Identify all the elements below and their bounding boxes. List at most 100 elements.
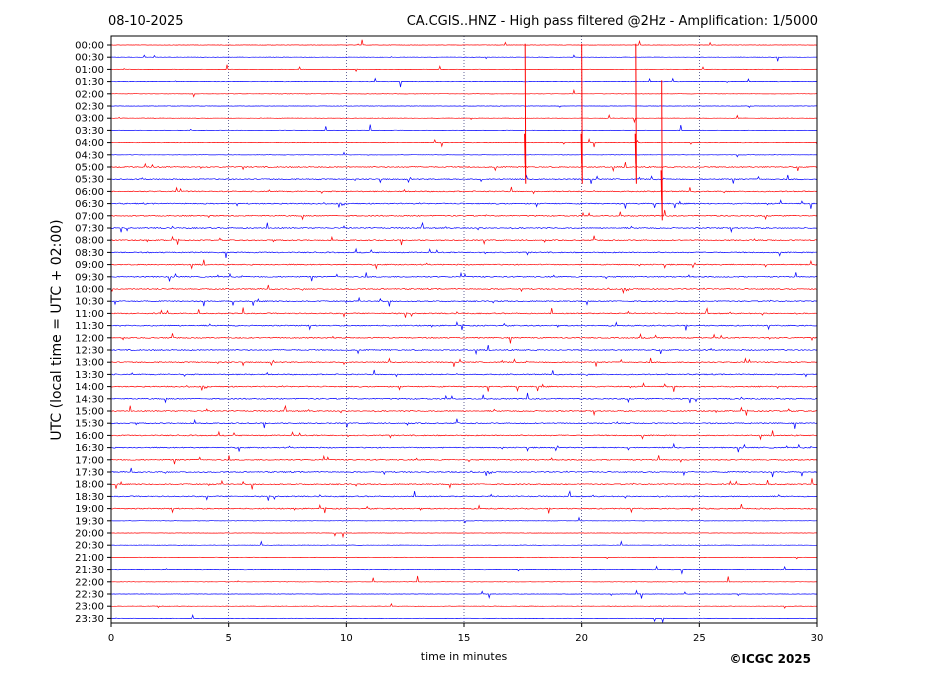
y-tick-label: 02:30 [75,102,104,113]
event-spike [524,43,527,184]
trace-line [111,589,818,600]
trace-line [110,235,818,246]
x-tick-label: 25 [693,633,706,644]
trace-line [110,442,817,453]
y-tick-label: 02:00 [75,89,104,100]
trace-line [110,345,818,356]
y-tick-label: 06:00 [75,187,104,198]
y-tick-label: 14:30 [75,394,104,405]
y-tick-label: 15:30 [75,419,104,430]
y-tick-label: 11:00 [75,309,104,320]
trace-line [110,199,818,209]
seismogram-traces [110,39,818,624]
y-tick-label: 07:00 [75,211,104,222]
y-tick-label: 21:30 [75,565,104,576]
y-tick-label: 15:00 [75,407,104,418]
y-tick-label: 05:00 [75,163,104,174]
y-tick-label: 18:30 [75,492,104,503]
trace-line [110,602,818,609]
y-tick-label: 20:00 [75,529,104,540]
y-tick-label: 00:30 [75,53,104,64]
trace-line [111,532,818,539]
trace-line [110,77,818,88]
trace-line [111,614,818,624]
chart-title: CA.CGIS..HNZ - High pass filtered @2Hz -… [407,14,818,29]
trace-line [110,39,818,46]
copyright-text: ©ICGC 2025 [729,652,811,666]
y-tick-label: 22:30 [75,590,104,601]
x-tick-label: 30 [811,633,824,644]
y-tick-label: 19:00 [75,504,104,515]
trace-line [110,490,817,501]
trace-line [110,259,818,270]
y-tick-label: 16:00 [75,431,104,442]
y-tick-label: 11:30 [75,321,104,332]
x-tick-label: 15 [458,633,471,644]
y-tick-label: 04:30 [75,150,104,161]
trace-line [110,404,818,417]
y-tick-label: 08:00 [75,236,104,247]
gridlines [228,36,700,623]
y-tick-label: 20:30 [75,541,104,552]
x-axis-ticks: 0 5 10 15 20 25 30 [108,623,824,644]
trace-line [111,271,818,282]
y-tick-label: 14:00 [75,382,104,393]
trace-line [110,124,818,131]
trace-line [110,209,818,221]
trace-line [110,454,818,465]
trace-line [110,467,818,478]
trace-line [110,333,818,344]
y-tick-label: 01:00 [75,65,104,76]
y-tick-label: 18:00 [75,480,104,491]
date-label: 08-10-2025 [108,14,184,29]
trace-line [110,174,818,184]
event-spike [634,43,637,184]
trace-line [110,504,818,514]
trace-line [110,105,817,109]
y-tick-label: 07:30 [75,224,104,235]
trace-line [110,186,818,195]
trace-line [111,565,818,575]
y-tick-label: 13:30 [75,370,104,381]
trace-line [110,151,818,158]
event-spike [660,80,663,221]
trace-line [110,392,818,404]
trace-line [110,430,818,441]
trace-line [111,556,818,560]
trace-line [110,540,818,547]
y-tick-label: 03:30 [75,126,104,137]
y-tick-label: 05:30 [75,175,104,186]
trace-line [110,321,818,331]
y-tick-label: 12:30 [75,346,104,357]
y-tick-label: 17:30 [75,468,104,479]
y-tick-label: 16:30 [75,443,104,454]
trace-line [111,113,818,124]
y-tick-label: 12:00 [75,333,104,344]
y-tick-label: 06:30 [75,199,104,210]
y-tick-label: 22:00 [75,577,104,588]
plot-frame [110,35,818,624]
y-tick-label: 10:30 [75,297,104,308]
y-tick-label: 23:00 [75,602,104,613]
trace-line [110,307,818,318]
trace-line [111,575,818,583]
trace-line [110,369,818,378]
trace-line [110,221,818,234]
trace-line [110,162,818,173]
x-axis-label: time in minutes [421,650,508,663]
y-tick-label: 09:00 [75,260,104,271]
y-tick-label: 00:00 [75,41,104,52]
y-tick-label: 19:30 [75,516,104,527]
x-tick-label: 0 [108,633,114,644]
trace-line [110,54,818,62]
y-tick-label: 10:00 [75,285,104,296]
trace-line [111,247,818,259]
trace-line [111,516,818,524]
trace-line [111,64,818,72]
y-tick-label: 01:30 [75,77,104,88]
trace-line [110,284,818,295]
y-tick-label: 17:00 [75,455,104,466]
y-tick-label: 08:30 [75,248,104,259]
